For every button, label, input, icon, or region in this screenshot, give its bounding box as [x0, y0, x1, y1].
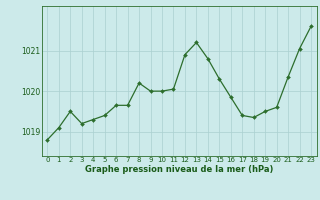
- X-axis label: Graphe pression niveau de la mer (hPa): Graphe pression niveau de la mer (hPa): [85, 165, 273, 174]
